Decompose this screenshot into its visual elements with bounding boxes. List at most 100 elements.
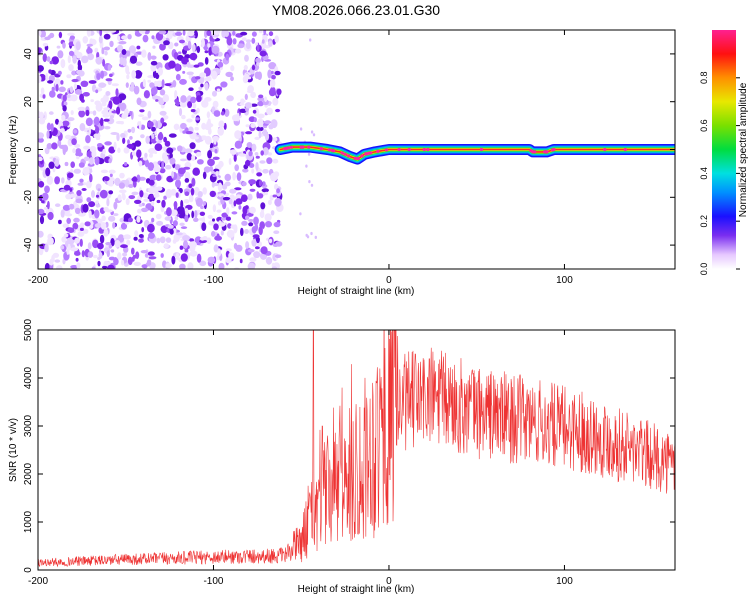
noise-speck bbox=[269, 79, 276, 88]
noise-speck bbox=[206, 75, 212, 82]
noise-speck bbox=[108, 158, 112, 164]
noise-speck bbox=[132, 151, 136, 156]
noise-speck bbox=[113, 141, 117, 151]
noise-speck bbox=[41, 200, 45, 204]
noise-speck bbox=[255, 246, 260, 250]
noise-speck bbox=[120, 222, 128, 230]
noise-speck bbox=[274, 70, 281, 76]
noise-speck bbox=[191, 177, 196, 187]
noise-speck bbox=[108, 256, 116, 261]
noise-speck bbox=[92, 110, 97, 116]
noise-speck bbox=[129, 85, 136, 92]
noise-speck bbox=[178, 108, 183, 116]
snr-ytick-label: 3000 bbox=[23, 414, 34, 437]
noise-speck bbox=[100, 70, 104, 79]
noise-speck bbox=[268, 31, 274, 37]
noise-speck bbox=[110, 238, 115, 247]
noise-speck bbox=[108, 100, 113, 110]
noise-speck bbox=[254, 136, 260, 140]
noise-speck bbox=[212, 90, 217, 97]
noise-speck bbox=[216, 88, 221, 92]
noise-speck bbox=[164, 83, 172, 87]
noise-speck bbox=[125, 198, 130, 206]
noise-speck bbox=[258, 130, 262, 139]
noise-speck bbox=[186, 71, 194, 76]
noise-speck bbox=[149, 82, 155, 88]
noise-speck bbox=[103, 107, 111, 111]
noise-speck bbox=[151, 126, 156, 132]
noise-speck bbox=[143, 90, 150, 99]
noise-speck bbox=[199, 239, 207, 244]
noise-speck bbox=[168, 224, 174, 229]
noise-speck bbox=[47, 34, 53, 39]
noise-speck bbox=[268, 88, 276, 97]
noise-speck bbox=[257, 113, 265, 119]
noise-speck bbox=[48, 161, 55, 169]
noise-speck bbox=[95, 126, 100, 134]
noise-speck bbox=[170, 209, 178, 217]
noise-speck bbox=[150, 55, 157, 60]
noise-speck bbox=[141, 116, 149, 121]
noise-speck bbox=[226, 95, 234, 102]
noise-speck bbox=[82, 36, 89, 44]
noise-speck bbox=[199, 260, 207, 267]
noise-speck bbox=[238, 153, 247, 157]
noise-speck bbox=[189, 142, 196, 150]
noise-speck bbox=[255, 162, 259, 171]
noise-speck bbox=[186, 118, 193, 123]
noise-speck bbox=[156, 237, 161, 244]
noise-speck bbox=[101, 265, 108, 269]
figure-title: YM08.2026.066.23.01.G30 bbox=[272, 2, 440, 18]
noise-speck bbox=[218, 262, 225, 269]
noise-speck bbox=[185, 131, 194, 135]
noise-speck bbox=[159, 89, 166, 96]
noise-speck bbox=[105, 209, 113, 213]
noise-speck bbox=[62, 223, 70, 228]
noise-speck bbox=[228, 198, 233, 205]
noise-speck bbox=[107, 64, 112, 71]
noise-speck bbox=[213, 168, 220, 172]
noise-speck bbox=[184, 171, 191, 181]
noise-speck bbox=[138, 120, 142, 131]
noise-speck bbox=[86, 47, 93, 55]
noise-speck bbox=[59, 144, 67, 149]
noise-speck bbox=[159, 43, 166, 51]
noise-speck bbox=[68, 203, 75, 210]
noise-speck bbox=[77, 59, 82, 68]
noise-speck bbox=[44, 262, 50, 269]
noise-speck bbox=[151, 217, 155, 223]
noise-speck bbox=[187, 262, 194, 269]
noise-speck bbox=[252, 234, 260, 239]
noise-speck bbox=[221, 30, 227, 38]
noise-speck bbox=[150, 60, 158, 66]
noise-speck bbox=[163, 155, 169, 165]
noise-speck bbox=[156, 199, 161, 204]
noise-speck bbox=[195, 151, 202, 157]
noise-speck bbox=[142, 79, 146, 88]
noise-speck bbox=[213, 30, 221, 35]
noise-speck bbox=[131, 69, 137, 79]
noise-speck bbox=[135, 251, 140, 259]
noise-speck bbox=[273, 221, 281, 228]
noise-speck bbox=[103, 126, 111, 130]
noise-speck bbox=[273, 230, 280, 234]
noise-speck bbox=[206, 30, 212, 37]
noise-speck bbox=[73, 83, 77, 90]
noise-speck bbox=[72, 55, 77, 64]
noise-speck bbox=[220, 230, 224, 236]
noise-speck bbox=[192, 43, 196, 53]
spectrogram-ylabel: Frequency (Hz) bbox=[8, 116, 19, 185]
noise-speck bbox=[57, 70, 62, 76]
noise-speck bbox=[196, 95, 202, 103]
noise-speck bbox=[262, 129, 268, 137]
noise-speck bbox=[306, 235, 310, 239]
noise-speck bbox=[257, 96, 265, 102]
noise-speck bbox=[98, 35, 103, 44]
noise-speck bbox=[44, 185, 50, 194]
spectrogram-xtick-label: -100 bbox=[203, 275, 223, 286]
colorbar-gradient bbox=[712, 30, 736, 269]
noise-speck bbox=[181, 57, 189, 65]
noise-speck bbox=[225, 248, 232, 252]
noise-speck bbox=[112, 222, 116, 229]
ridge-hotspot bbox=[603, 147, 607, 152]
